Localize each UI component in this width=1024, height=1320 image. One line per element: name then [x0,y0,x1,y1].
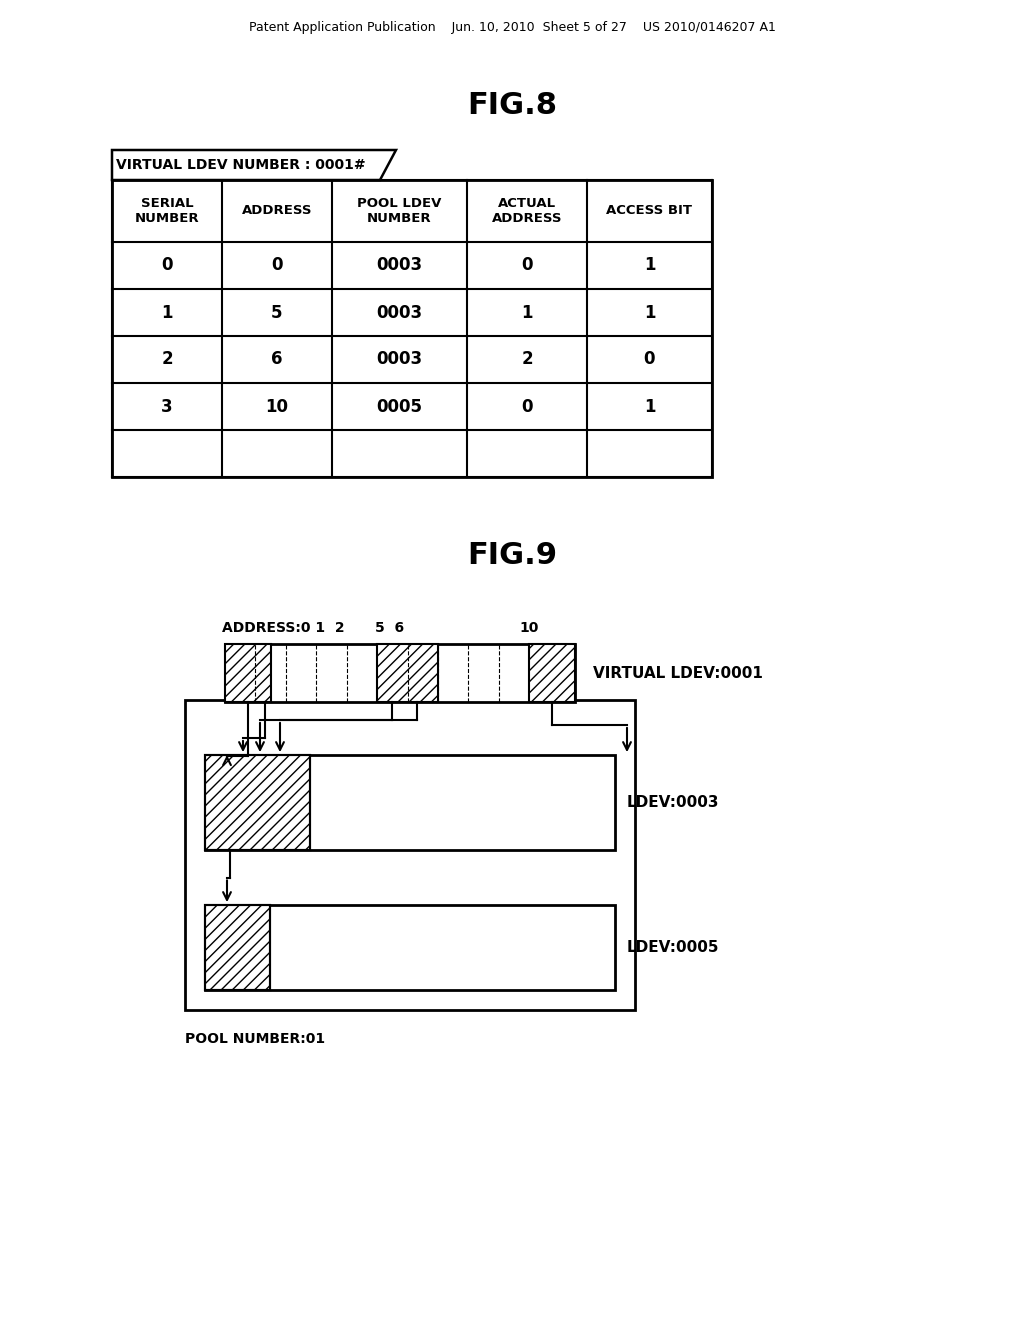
Polygon shape [112,150,396,180]
Text: 0: 0 [271,256,283,275]
Text: LDEV:0003: LDEV:0003 [627,795,720,810]
Bar [529,644,575,702]
Text: Patent Application Publication    Jun. 10, 2010  Sheet 5 of 27    US 2010/014620: Patent Application Publication Jun. 10, … [249,21,775,33]
Text: 0: 0 [521,256,532,275]
Text: ACTUAL
ADDRESS: ACTUAL ADDRESS [492,197,562,224]
Text: 5: 5 [271,304,283,322]
Text: 2: 2 [161,351,173,368]
Text: 10: 10 [265,397,289,416]
Text: 0: 0 [521,397,532,416]
Bar [205,755,310,850]
Bar [205,755,310,850]
Text: 5  6: 5 6 [375,620,404,635]
Bar [112,180,712,477]
Text: 0: 0 [161,256,173,275]
Text: 1: 1 [644,397,655,416]
Text: VIRTUAL LDEV NUMBER : 0001#: VIRTUAL LDEV NUMBER : 0001# [116,158,366,172]
Text: 0003: 0003 [377,256,423,275]
Text: 0003: 0003 [377,351,423,368]
Text: 1: 1 [644,304,655,322]
Bar [205,906,270,990]
Bar [377,644,438,702]
Text: 0: 0 [644,351,655,368]
Text: 6: 6 [271,351,283,368]
Text: 0005: 0005 [377,397,423,416]
Text: SERIAL
NUMBER: SERIAL NUMBER [135,197,200,224]
Text: ADDRESS: ADDRESS [242,205,312,218]
Bar [205,755,615,850]
Bar [205,906,270,990]
Text: VIRTUAL LDEV:0001: VIRTUAL LDEV:0001 [593,665,763,681]
Text: 1: 1 [521,304,532,322]
Text: POOL NUMBER:01: POOL NUMBER:01 [185,1032,326,1045]
Text: 3: 3 [161,397,173,416]
Text: 10: 10 [519,620,539,635]
Text: ADDRESS:0 1  2: ADDRESS:0 1 2 [222,620,345,635]
Text: 1: 1 [644,256,655,275]
Bar [205,906,615,990]
Text: FIG.8: FIG.8 [467,91,557,120]
Text: 1: 1 [161,304,173,322]
Bar [225,644,270,702]
Text: POOL LDEV
NUMBER: POOL LDEV NUMBER [357,197,441,224]
Bar [185,700,635,1010]
Text: ACCESS BIT: ACCESS BIT [606,205,692,218]
Bar [225,644,575,702]
Text: LDEV:0005: LDEV:0005 [627,940,720,954]
Text: 0003: 0003 [377,304,423,322]
Text: FIG.9: FIG.9 [467,540,557,569]
Text: 2: 2 [521,351,532,368]
